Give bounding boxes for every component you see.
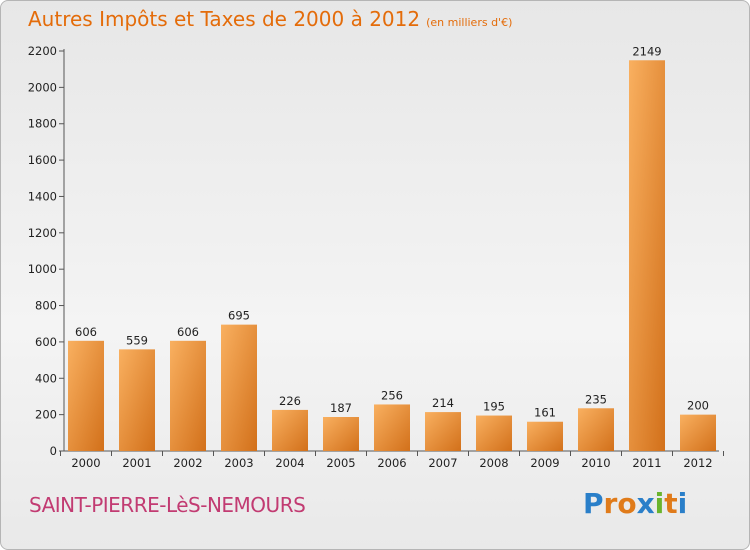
logo-letter: i xyxy=(654,487,665,520)
commune-name: SAINT-PIERRE-LèS-NEMOURS xyxy=(29,493,306,517)
value-label: 235 xyxy=(585,392,607,406)
value-label: 606 xyxy=(75,325,97,339)
axes: 0 200 400 600 800 1000 1200 1400 1600 1800 2000 220… xyxy=(28,44,724,470)
x-tick-label: 2010 xyxy=(581,456,610,470)
x-tick-label: 2012 xyxy=(683,456,712,470)
bar-2008 xyxy=(476,415,512,451)
bar-2006 xyxy=(374,404,410,451)
bars: 606 559 606 695 226 187 256 214 195 161 235 2149 200 xyxy=(68,44,716,451)
x-tick-label: 2001 xyxy=(122,456,151,470)
y-tick-label: 1000 xyxy=(28,262,57,276)
value-label: 559 xyxy=(126,333,148,347)
logo-letter: r xyxy=(603,487,618,520)
y-tick-label: 600 xyxy=(35,335,57,349)
y-tick-label: 2200 xyxy=(28,44,57,58)
logo-letter: t xyxy=(664,487,678,520)
x-tick-label: 2008 xyxy=(479,456,508,470)
y-tick-label: 2000 xyxy=(28,80,57,94)
y-tick-label: 1200 xyxy=(28,226,57,240)
x-tick-label: 2005 xyxy=(326,456,355,470)
y-tick-label: 400 xyxy=(35,371,57,385)
logo-letter: i xyxy=(677,487,688,520)
value-label: 214 xyxy=(432,396,454,410)
value-label: 2149 xyxy=(632,44,661,58)
y-tick-label: 1600 xyxy=(28,153,57,167)
bar-2003 xyxy=(221,324,257,451)
chart-title-text: Autres Impôts et Taxes de 2000 à 2012 xyxy=(28,7,421,31)
y-tick-label: 1800 xyxy=(28,117,57,131)
y-tick-label: 200 xyxy=(35,408,57,422)
value-label: 256 xyxy=(381,388,403,402)
bar-2000 xyxy=(68,340,104,451)
y-tick-label: 0 xyxy=(50,444,57,458)
unit-note: (en milliers d'€) xyxy=(426,16,513,29)
x-tick-label: 2006 xyxy=(377,456,406,470)
value-label: 161 xyxy=(534,406,556,420)
logo-letter: o xyxy=(617,487,637,520)
logo-letter: P xyxy=(583,487,604,520)
logo-letter: x xyxy=(636,487,655,520)
x-tick-label: 2011 xyxy=(632,456,661,470)
bar-2002 xyxy=(170,340,206,451)
bar-2004 xyxy=(272,409,308,451)
bar-2009 xyxy=(527,421,563,451)
value-label: 187 xyxy=(330,401,352,415)
bar-2005 xyxy=(323,417,359,451)
x-tick-label: 2003 xyxy=(224,456,253,470)
value-label: 200 xyxy=(687,399,709,413)
y-tick-label: 1400 xyxy=(28,189,57,203)
x-tick-label: 2000 xyxy=(71,456,100,470)
chart-title: Autres Impôts et Taxes de 2000 à 2012 (en… xyxy=(28,7,512,31)
x-tick-label: 2002 xyxy=(173,456,202,470)
bar-2007 xyxy=(425,412,461,451)
bar-2012 xyxy=(680,414,716,451)
bar-2011 xyxy=(629,60,665,451)
bar-2001 xyxy=(119,349,155,451)
value-label: 195 xyxy=(483,400,505,414)
x-tick-label: 2007 xyxy=(428,456,457,470)
x-tick-label: 2004 xyxy=(275,456,304,470)
bar-2010 xyxy=(578,408,614,451)
y-tick-label: 800 xyxy=(35,299,57,313)
proxiti-logo[interactable]: Proxiti xyxy=(583,487,687,520)
value-label: 695 xyxy=(228,309,250,323)
value-label: 226 xyxy=(279,394,301,408)
x-tick-label: 2009 xyxy=(530,456,559,470)
value-label: 606 xyxy=(177,325,199,339)
